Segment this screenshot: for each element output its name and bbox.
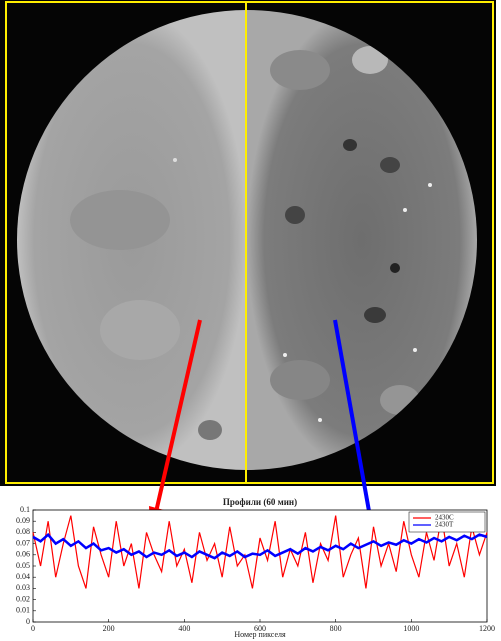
- y-tick-label: 0.09: [16, 516, 30, 525]
- chart-title: Профили (60 мин): [223, 497, 297, 507]
- x-tick-label: 600: [254, 624, 266, 633]
- x-tick-label: 400: [178, 624, 190, 633]
- y-tick-label: 0.04: [16, 572, 30, 581]
- y-tick-label: 0.01: [16, 606, 30, 615]
- y-tick-label: 0.08: [16, 527, 30, 536]
- y-tick-label: 0.06: [16, 550, 30, 559]
- x-tick-label: 1000: [403, 624, 419, 633]
- x-tick-label: 0: [31, 624, 35, 633]
- legend-label: 2430Т: [435, 521, 454, 529]
- y-tick-label: 0.07: [16, 538, 30, 547]
- x-tick-label: 1200: [479, 624, 495, 633]
- y-tick-label: 0.03: [16, 583, 30, 592]
- y-tick-label: 0.02: [16, 594, 30, 603]
- x-tick-label: 200: [103, 624, 115, 633]
- page: Профили (60 мин) Номер пикселя 00.010.02…: [0, 0, 501, 641]
- x-tick-label: 800: [330, 624, 342, 633]
- ct-image: [0, 0, 496, 542]
- y-tick-label: 0.1: [20, 505, 30, 514]
- y-tick-label: 0.05: [16, 561, 30, 570]
- y-tick-label: 0: [26, 617, 30, 626]
